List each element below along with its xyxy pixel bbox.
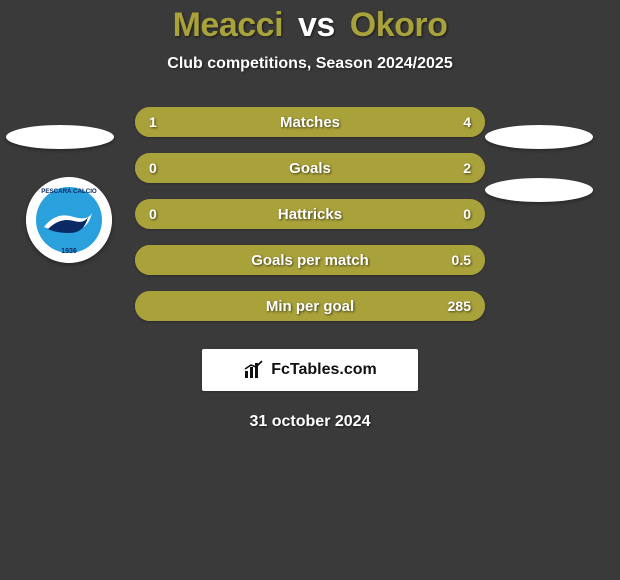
stat-value-right: 2 — [425, 160, 485, 176]
stat-value-left: 1 — [135, 114, 195, 130]
club-badge-top-text: PESCARA CALCIO — [41, 188, 97, 195]
stat-row: Min per goal 285 — [135, 291, 485, 321]
stat-row: 0 Hattricks 0 — [135, 199, 485, 229]
date-label: 31 october 2024 — [0, 413, 620, 431]
stats-container: 1 Matches 4 0 Goals 2 0 Hattricks 0 Goal… — [135, 107, 485, 321]
stat-row: 0 Goals 2 — [135, 153, 485, 183]
stat-row: Goals per match 0.5 — [135, 245, 485, 275]
comparison-card: Meacci vs Okoro Club competitions, Seaso… — [0, 0, 620, 580]
stat-value-left: 0 — [135, 206, 195, 222]
stat-label: Hattricks — [195, 206, 425, 223]
stat-value-left: 0 — [135, 160, 195, 176]
stat-row: 1 Matches 4 — [135, 107, 485, 137]
club-badge-bottom-text: 1936 — [61, 248, 77, 255]
bar-chart-icon — [243, 359, 265, 381]
club-badge: PESCARA CALCIO 1936 — [26, 177, 112, 263]
attribution-box: FcTables.com — [202, 349, 418, 391]
subtitle: Club competitions, Season 2024/2025 — [0, 55, 620, 73]
attribution-text: FcTables.com — [271, 361, 377, 379]
stat-label: Matches — [195, 114, 425, 131]
decoration-ellipse-left-top — [6, 125, 114, 149]
stat-label: Goals per match — [195, 252, 425, 269]
stat-label: Min per goal — [195, 298, 425, 315]
decoration-ellipse-right-mid — [485, 178, 593, 202]
stat-value-right: 285 — [425, 298, 485, 314]
title-vs: vs — [298, 6, 335, 44]
decoration-ellipse-right-top — [485, 125, 593, 149]
page-title: Meacci vs Okoro — [0, 0, 620, 45]
stat-value-right: 4 — [425, 114, 485, 130]
stat-label: Goals — [195, 160, 425, 177]
stat-value-right: 0 — [425, 206, 485, 222]
title-player2: Okoro — [350, 6, 448, 44]
club-badge-icon: PESCARA CALCIO 1936 — [26, 177, 112, 263]
title-player1: Meacci — [173, 6, 283, 44]
stat-value-right: 0.5 — [425, 252, 485, 268]
